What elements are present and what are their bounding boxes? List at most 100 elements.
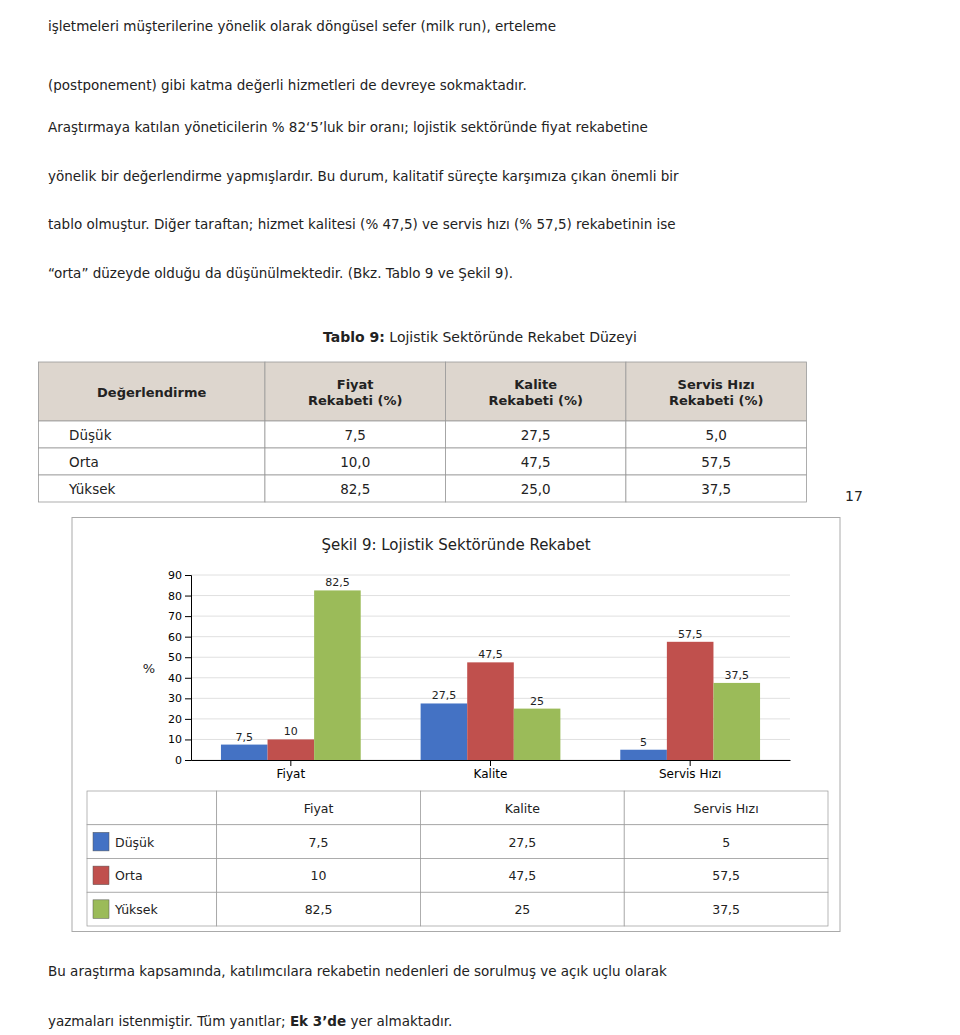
data-label: 37,5 — [725, 669, 750, 682]
x-axis: Fiyat Kalite Servis Hızı — [192, 760, 791, 781]
table-cell-text: 82,5 — [340, 481, 370, 497]
x-tick-mark — [490, 760, 491, 766]
top-line: işletmeleri müşterilerine yönelik olarak… — [48, 18, 556, 34]
y-tick-mark — [185, 596, 191, 597]
x-tick: Servis Hızı — [659, 760, 721, 781]
table-cell — [626, 448, 806, 475]
y-tick-label: 90 — [168, 569, 182, 582]
x-tick-mark — [690, 760, 691, 766]
legend-value: 47,5 — [508, 868, 536, 883]
grid-line — [191, 616, 790, 617]
legend-cell — [217, 825, 421, 859]
table-header: FiyatRekabeti (%) — [308, 377, 402, 408]
table-cell-text: Düşük — [69, 427, 112, 443]
table-cell-text: 7,5 — [344, 427, 365, 443]
legend-cell — [87, 859, 217, 893]
table-cell-text: 47,5 — [521, 454, 551, 470]
legend-swatch — [93, 832, 109, 851]
legend-table: FiyatKaliteServis HızıDüşük7,527,55Orta1… — [87, 791, 828, 926]
table-header: KaliteRekabeti (%) — [488, 377, 582, 408]
table-cell-text: 5,0 — [705, 427, 726, 443]
table-cell-text: 27,5 — [521, 427, 551, 443]
paragraph-line: “orta” düzeyde olduğu da düşünülmektedir… — [48, 265, 513, 281]
y-tick-label: 30 — [168, 692, 182, 705]
table-cell — [445, 421, 625, 448]
table-header-cell — [626, 362, 806, 421]
data-label: 82,5 — [325, 576, 350, 589]
y-tick: 60 — [168, 631, 191, 644]
legend-cell — [624, 892, 828, 926]
y-tick-mark — [185, 637, 191, 638]
bar-series — [221, 703, 667, 760]
x-tick: Kalite — [474, 760, 508, 781]
data-label: 47,5 — [478, 648, 503, 661]
table-header-line: Rekabeti (%) — [308, 393, 402, 408]
table-title: Tablo 9: Lojistik Sektöründe Rekabet Düz… — [323, 329, 637, 345]
legend-entry: Yüksek — [114, 902, 159, 917]
y-tick-mark — [185, 760, 191, 761]
y-tick-mark — [185, 678, 191, 679]
table-title-part: Tablo 9: — [323, 329, 385, 345]
footer-line: Bu araştırma kapsamında, katılımcılara r… — [48, 963, 667, 979]
footer-line: yazmaları istenmiştir. Tüm yanıtlar; Ek … — [48, 1013, 452, 1029]
x-tick-label: Kalite — [474, 767, 508, 781]
y-tick-mark — [185, 719, 191, 720]
table-cell-text: 37,5 — [701, 481, 731, 497]
y-tick: 80 — [168, 590, 191, 603]
legend-cell — [87, 892, 217, 926]
y-tick-mark — [185, 739, 191, 740]
page-number: 17 — [845, 488, 863, 504]
y-tick-label: 0 — [175, 754, 182, 767]
data-table: DeğerlendirmeFiyatRekabeti (%)KaliteReka… — [38, 362, 806, 502]
legend-cell — [420, 859, 624, 893]
y-tick-label: 70 — [168, 610, 182, 623]
table-header-cell — [445, 362, 625, 421]
y-tick: 70 — [168, 610, 191, 623]
legend-cell — [624, 791, 828, 825]
grid-line — [191, 595, 790, 596]
table-cell — [265, 421, 445, 448]
y-tick: 0 — [175, 754, 191, 767]
legend-header: Fiyat — [304, 801, 334, 816]
table-header-cell — [265, 362, 445, 421]
table-cell — [38, 421, 265, 448]
y-tick: 50 — [168, 651, 191, 664]
bar — [268, 739, 315, 760]
bar — [667, 642, 714, 760]
top-line: (postponement) gibi katma değerli hizmet… — [48, 77, 527, 93]
page: işletmeleri müşterilerine yönelik olarak… — [0, 0, 960, 1035]
legend-entry: Düşük — [115, 835, 155, 850]
y-tick-label: 50 — [168, 651, 182, 664]
y-tick: 20 — [168, 713, 191, 726]
y-axis-label: % — [143, 661, 155, 676]
table-header-line: Servis Hızı — [678, 377, 755, 392]
data-label: 57,5 — [678, 628, 703, 641]
grid — [191, 575, 790, 760]
legend-cell — [217, 859, 421, 893]
data-label: 7,5 — [235, 731, 253, 744]
legend-cell — [217, 791, 421, 825]
table-cell-text: 57,5 — [701, 454, 731, 470]
chart-box — [72, 518, 840, 932]
x-tick: Fiyat — [277, 760, 306, 781]
legend-value: 27,5 — [508, 835, 536, 850]
legend-cell — [87, 791, 217, 825]
y-tick-mark — [185, 575, 191, 576]
table-cell — [445, 448, 625, 475]
table-header-line: Fiyat — [337, 377, 374, 392]
table-cell-text: 25,0 — [521, 481, 551, 497]
footer-part: yazmaları istenmiştir. Tüm yanıtlar; — [48, 1013, 290, 1029]
bar — [314, 590, 361, 760]
x-tick-label: Servis Hızı — [659, 767, 721, 781]
paragraph-line: Araştırmaya katılan yöneticilerin % 82‘5… — [48, 119, 648, 135]
data-label: 25 — [530, 695, 544, 708]
table-cell — [626, 421, 806, 448]
legend-header: Kalite — [505, 801, 540, 816]
legend-value: 5 — [722, 835, 730, 850]
y-tick: 30 — [168, 692, 191, 705]
table-cell — [626, 475, 806, 502]
x-tick-label: Fiyat — [277, 767, 306, 781]
legend-cell — [624, 825, 828, 859]
y-axis-line — [185, 576, 192, 761]
table-header-line: Rekabeti (%) — [488, 393, 582, 408]
